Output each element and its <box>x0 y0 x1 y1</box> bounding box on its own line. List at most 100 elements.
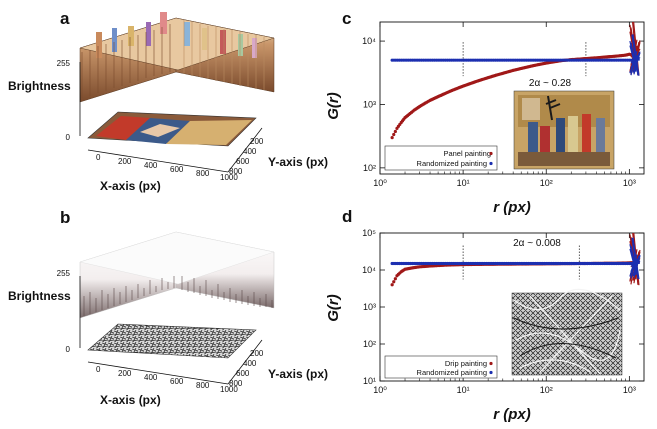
panel-d-y-ticks: 10¹ 10² 10³ 10⁴ 10⁵ <box>362 228 644 386</box>
data-spread <box>632 237 640 280</box>
data-spread <box>629 255 637 277</box>
panel-a-image-figure <box>140 124 180 137</box>
x-tick-label: 10⁰ <box>373 178 387 188</box>
panel-a-ytick: 400 <box>243 147 257 156</box>
x-tick-label: 10¹ <box>457 385 470 395</box>
panel-d-annotation: 2α ~ 0.008 <box>513 238 561 249</box>
panel-d-legend: Drip painting Randomized painting <box>384 355 498 379</box>
y-tick-label: 10¹ <box>363 376 376 386</box>
x-tick-label: 10³ <box>623 178 636 188</box>
legend-marker-panel-painting <box>489 151 493 156</box>
data-point <box>392 280 396 284</box>
data-point <box>390 283 394 287</box>
y-tick-label: 10² <box>363 163 376 173</box>
legend-marker-randomized-painting-d <box>489 370 493 375</box>
panel-c-x-ticks: 10⁰ 10¹ 10² 10³ <box>373 22 636 188</box>
panel-d-inset-painting <box>511 288 623 376</box>
data-point <box>393 277 397 281</box>
panel-d-x-ticks: 10⁰ 10¹ 10² 10³ <box>373 233 636 395</box>
data-point <box>393 129 397 134</box>
panel-a-xtick: 0 <box>96 153 101 162</box>
panel-b-ytick: 600 <box>236 369 250 378</box>
panel-b-y-axis <box>227 339 263 385</box>
panel-b-xtick: 0 <box>96 365 101 374</box>
y-tick-label: 10² <box>363 339 376 349</box>
panel-b-letter: b <box>60 208 70 227</box>
panel-a-xtick: 400 <box>144 161 158 170</box>
x-tick-label: 10³ <box>623 385 636 395</box>
series-randomized-painting <box>390 34 641 76</box>
legend-marker-drip-painting <box>489 361 493 366</box>
panel-b-xtick: 1000 <box>220 385 238 394</box>
x-tick-label: 10¹ <box>457 178 470 188</box>
panel-c-fit-range-markers <box>462 42 587 77</box>
panel-b-xtick: 400 <box>144 373 158 382</box>
panel-b-ytick: 400 <box>243 359 257 368</box>
data-spread <box>629 52 637 74</box>
panel-b-ytick: 200 <box>250 349 264 358</box>
panel-d-y-label: G(r) <box>325 294 342 322</box>
panel-d-series <box>390 233 641 287</box>
panel-a-ytick: 600 <box>236 157 250 166</box>
panel-a-xtick: 600 <box>170 165 184 174</box>
legend-marker-randomized-painting <box>489 161 493 166</box>
data-point <box>392 132 396 137</box>
panel-d: d G(r) r (px) 10⁰ 10¹ 10² 10³ 10¹10²10³10⁴1… <box>325 207 645 423</box>
panel-b: b 255 0 Brightness 0 200 400 600 800 100… <box>8 208 328 407</box>
panel-b-x-axis <box>87 361 229 385</box>
legend-item-randomized-painting: Randomized painting <box>417 159 487 168</box>
data-spread <box>633 255 641 276</box>
panel-a-image-red-robe <box>96 116 150 140</box>
data-spread <box>630 42 638 71</box>
series-randomized-painting <box>390 237 641 280</box>
x-tick-label: 10² <box>540 178 553 188</box>
x-tick-label: 10⁰ <box>373 385 387 395</box>
x-tick-label: 10² <box>540 385 553 395</box>
panel-b-xtick: 800 <box>196 381 210 390</box>
panel-a-ytick: 200 <box>250 137 264 146</box>
panel-a-x-axis <box>87 149 229 173</box>
panel-d-x-label: r (px) <box>493 406 531 423</box>
panel-c-annotation: 2α ~ 0.28 <box>529 78 572 89</box>
panel-b-y-label: Y-axis (px) <box>268 367 328 381</box>
panel-b-xtick: 200 <box>118 369 132 378</box>
panel-a-ytick: 800 <box>229 167 243 176</box>
data-spread <box>629 248 637 273</box>
panel-c-x-label: r (px) <box>493 199 531 216</box>
panel-a-xtick: 200 <box>118 157 132 166</box>
panel-b-xtick: 600 <box>170 377 184 386</box>
legend-item-drip-painting: Drip painting <box>445 359 487 368</box>
panel-a-y-axis <box>227 127 263 173</box>
panel-b-ytick: 800 <box>229 379 243 388</box>
panel-a-color-spikes <box>81 12 265 98</box>
data-spread <box>632 34 640 76</box>
panel-c-inset-painting <box>513 90 615 170</box>
legend-item-panel-painting: Panel painting <box>443 149 491 158</box>
panel-a-xtick: 1000 <box>220 173 238 182</box>
panel-a-image-gold <box>166 120 252 145</box>
panel-c-legend: Panel painting Randomized painting <box>384 145 498 171</box>
panel-a-ztick-255: 255 <box>57 59 71 68</box>
data-spread <box>630 245 638 275</box>
panel-b-ztick-255: 255 <box>57 269 71 278</box>
panel-b-top-face <box>79 231 275 285</box>
panel-c-y-label: G(r) <box>325 92 342 120</box>
panel-b-spikes <box>83 276 273 316</box>
panel-d-letter: d <box>342 207 352 226</box>
panel-a-x-label: X-axis (px) <box>100 179 161 193</box>
data-point <box>390 136 394 140</box>
panel-a-ztick-0: 0 <box>66 133 71 142</box>
panel-c-letter: c <box>342 9 351 28</box>
y-tick-label: 10⁴ <box>362 265 376 275</box>
panel-c-y-ticks: 10² 10³ 10⁴ <box>362 36 644 173</box>
y-tick-label: 10⁵ <box>362 228 376 238</box>
panel-a-y-label: Y-axis (px) <box>268 155 328 169</box>
y-tick-label: 10³ <box>363 99 376 109</box>
y-tick-label: 10³ <box>363 302 376 312</box>
panel-a: a 255 0 Brightness 0 <box>8 9 328 193</box>
panel-a-z-label: Brightness <box>8 79 71 93</box>
panel-a-letter: a <box>60 9 70 28</box>
panel-b-z-label: Brightness <box>8 289 71 303</box>
data-spread <box>633 52 641 73</box>
